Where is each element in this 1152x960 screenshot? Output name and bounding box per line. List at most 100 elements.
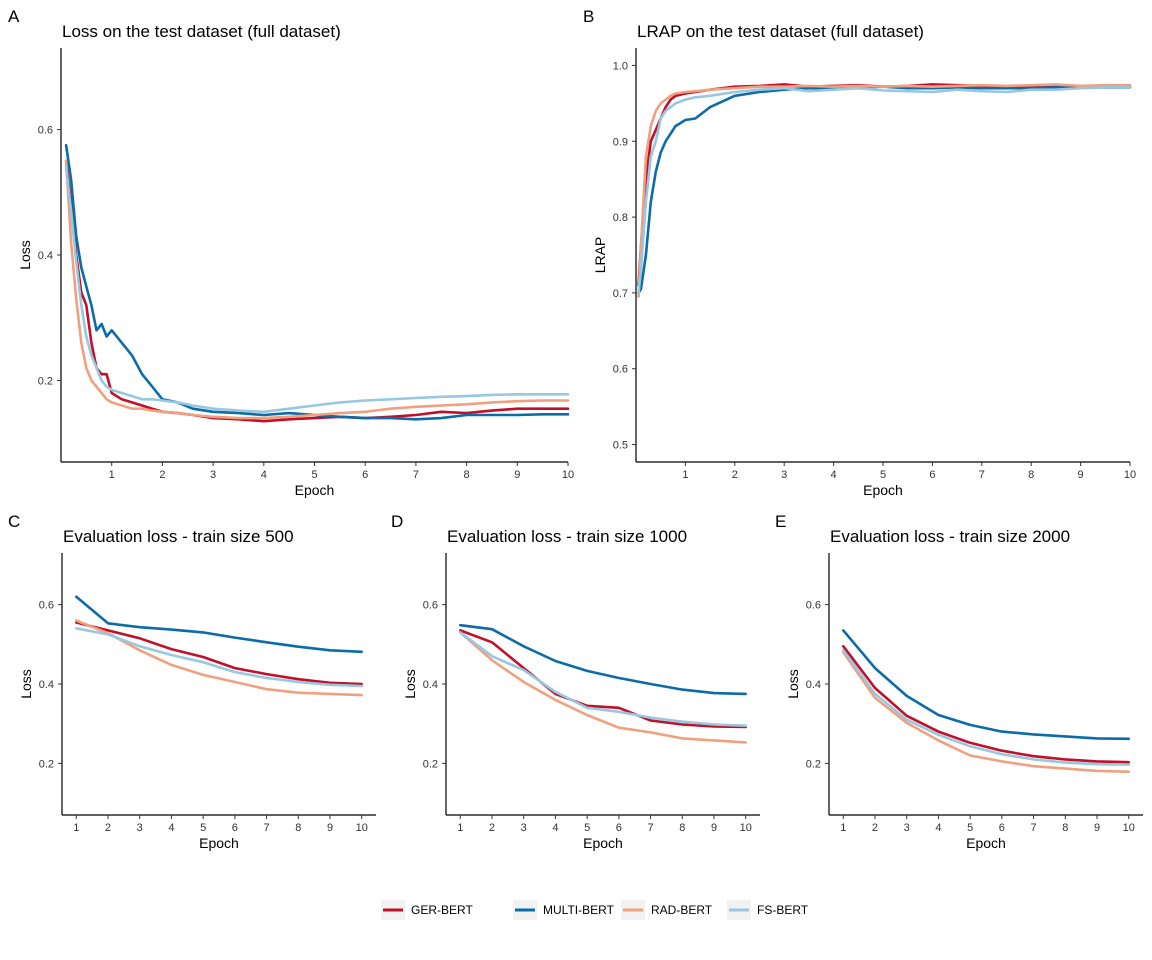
x-tick-label: 10 [562, 469, 574, 481]
panel-e: E Evaluation loss - train size 2000 1 2 3 4 5 6… [775, 512, 1143, 851]
x-tick-label: 1 [457, 822, 463, 834]
chart-title: Evaluation loss - train size 500 [63, 527, 294, 546]
x-tick-label: 8 [1062, 822, 1068, 834]
legend-label: GER-BERT [411, 903, 473, 917]
x-axis-label: Epoch [583, 835, 623, 851]
series-line-multi-bert [64, 143, 570, 421]
x-tick-label: 8 [1028, 469, 1034, 481]
x-tick-label: 5 [584, 822, 590, 834]
y-tick-label: 0.8 [613, 212, 628, 224]
x-tick-label: 7 [648, 822, 654, 834]
x-tick-label: 9 [514, 469, 520, 481]
series-line-fs-bert [75, 627, 364, 688]
y-tick-label: 0.6 [423, 600, 438, 612]
x-tick-label: 2 [159, 469, 165, 481]
series-line-fs-bert [637, 86, 1132, 295]
panel-c: C Evaluation loss - train size 500 1 2 3 4 5 6 7… [8, 512, 376, 851]
series-line-ger-bert [75, 621, 364, 686]
series-line-multi-bert [637, 85, 1132, 295]
x-tick-label: 7 [1031, 822, 1037, 834]
series-line-multi-bert [841, 629, 1130, 741]
x-tick-label: 10 [356, 822, 368, 834]
panel-letter: D [391, 512, 403, 531]
x-axis-label: Epoch [863, 482, 903, 498]
legend: GER-BERT MULTI-BERT RAD-BERT FS-BERT [381, 900, 809, 920]
x-tick-label: 5 [967, 822, 973, 834]
x-tick-label: 8 [464, 469, 470, 481]
x-tick-label: 5 [880, 469, 886, 481]
panel-b: B LRAP on the test dataset (full dataset)… [583, 7, 1136, 498]
y-tick-label: 0.7 [613, 288, 628, 300]
x-tick-label: 6 [999, 822, 1005, 834]
chart-title: Loss on the test dataset (full dataset) [62, 22, 341, 41]
x-axis-label: Epoch [199, 835, 239, 851]
panel-letter: E [775, 512, 786, 531]
x-tick-label: 6 [232, 822, 238, 834]
series-line-fs-bert [458, 631, 748, 728]
panel-a: A Loss on the test dataset (full dataset)… [8, 7, 574, 498]
x-tick-label: 1 [73, 822, 79, 834]
x-axis-label: Epoch [295, 482, 335, 498]
x-tick-label: 7 [413, 469, 419, 481]
x-tick-label: 4 [831, 469, 837, 481]
y-axis-label: Loss [402, 669, 418, 699]
x-tick-label: 9 [1094, 822, 1100, 834]
y-tick-label: 0.6 [806, 600, 821, 612]
x-tick-label: 5 [200, 822, 206, 834]
panel-letter: B [583, 7, 594, 26]
series-line-rad-bert [75, 619, 364, 697]
y-tick-label: 0.4 [38, 250, 53, 262]
x-tick-label: 2 [732, 469, 738, 481]
x-tick-label: 10 [1123, 822, 1135, 834]
chart-title: LRAP on the test dataset (full dataset) [637, 22, 924, 41]
x-tick-label: 3 [210, 469, 216, 481]
y-tick-label: 0.4 [423, 679, 438, 691]
x-tick-label: 3 [137, 822, 143, 834]
series-line-ger-bert [458, 629, 748, 729]
y-tick-label: 0.2 [423, 758, 438, 770]
x-tick-label: 4 [935, 822, 941, 834]
x-tick-label: 2 [872, 822, 878, 834]
y-tick-label: 0.6 [39, 600, 54, 612]
x-axis-label: Epoch [966, 835, 1006, 851]
series-line-multi-bert [75, 595, 364, 654]
series-line-ger-bert [64, 159, 570, 423]
x-tick-label: 2 [489, 822, 495, 834]
legend-label: RAD-BERT [651, 903, 713, 917]
x-tick-label: 5 [311, 469, 317, 481]
x-tick-label: 7 [979, 469, 985, 481]
series-line-rad-bert [841, 650, 1130, 774]
x-tick-label: 9 [1078, 469, 1084, 481]
y-tick-label: 0.2 [806, 758, 821, 770]
series-line-ger-bert [841, 644, 1130, 764]
panel-letter: C [8, 512, 20, 531]
x-tick-label: 6 [362, 469, 368, 481]
x-tick-label: 3 [781, 469, 787, 481]
series-line-ger-bert [637, 83, 1132, 287]
y-tick-label: 0.6 [38, 125, 53, 137]
y-tick-label: 0.2 [38, 375, 53, 387]
legend-label: FS-BERT [757, 903, 809, 917]
y-tick-label: 0.2 [39, 758, 54, 770]
series-line-fs-bert [841, 648, 1130, 766]
y-axis-label: Loss [18, 669, 34, 699]
y-tick-label: 0.4 [39, 679, 54, 691]
series-line-rad-bert [458, 631, 748, 744]
y-tick-label: 0.6 [613, 364, 628, 376]
x-tick-label: 2 [105, 822, 111, 834]
panel-d: D Evaluation loss - train size 1000 1 2 3 4 5 6… [391, 512, 760, 851]
x-tick-label: 6 [929, 469, 935, 481]
x-tick-label: 4 [261, 469, 267, 481]
y-tick-label: 1.0 [613, 60, 628, 72]
series-line-rad-bert [64, 159, 570, 420]
x-tick-label: 3 [521, 822, 527, 834]
x-tick-label: 4 [168, 822, 174, 834]
y-tick-label: 0.9 [613, 136, 628, 148]
x-tick-label: 10 [1124, 469, 1136, 481]
panel-letter: A [8, 7, 20, 26]
x-tick-label: 8 [679, 822, 685, 834]
y-tick-label: 0.4 [806, 679, 821, 691]
x-tick-label: 4 [552, 822, 558, 834]
y-tick-label: 0.5 [613, 440, 628, 452]
